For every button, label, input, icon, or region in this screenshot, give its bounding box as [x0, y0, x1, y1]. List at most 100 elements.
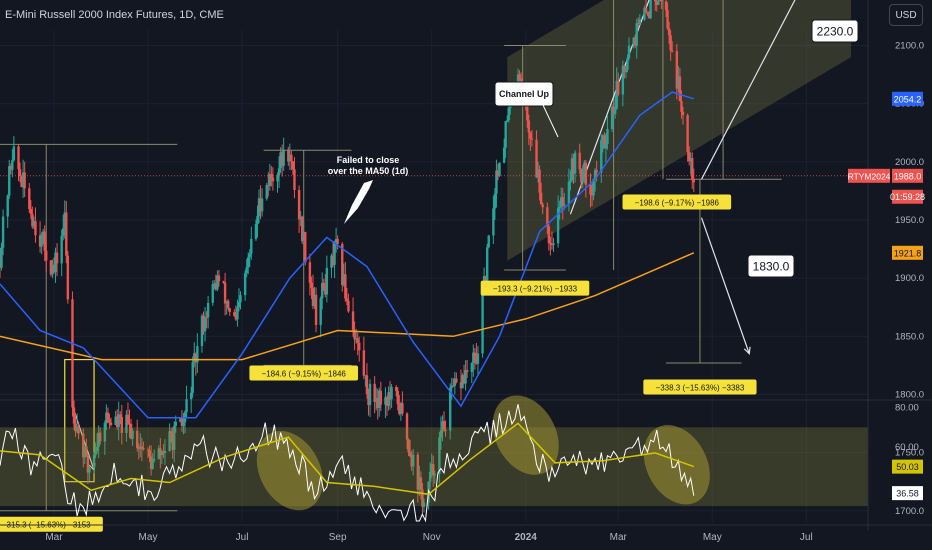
candle-body	[633, 37, 637, 46]
symbol-tag: RTYM2024	[848, 171, 891, 181]
candle-body	[43, 231, 46, 251]
price-tag: 01:59:28	[890, 192, 925, 202]
candle-body	[302, 231, 305, 242]
candle-body	[120, 417, 123, 433]
candle-body	[277, 168, 281, 175]
candle-body	[234, 316, 238, 320]
candle-body	[0, 247, 3, 268]
candle-body	[214, 283, 218, 290]
candle-body	[114, 416, 117, 426]
candle-body	[374, 397, 378, 402]
candle-body	[304, 231, 307, 263]
candle-body	[558, 206, 561, 209]
candle-body	[28, 188, 31, 210]
target-1830-callout: 1830.0	[753, 259, 790, 273]
candle-body	[351, 311, 355, 331]
candle-body	[108, 419, 111, 423]
candle-body	[387, 392, 390, 406]
candle-body	[421, 489, 424, 507]
candle-body	[504, 121, 507, 148]
candle-body	[237, 302, 241, 308]
candle-body	[31, 213, 34, 227]
candle-body	[385, 397, 389, 406]
candle-body	[593, 170, 597, 180]
candle-body	[388, 392, 392, 400]
candle-body	[496, 170, 500, 176]
candle-body	[203, 317, 207, 332]
channel-up-callout: Channel Up	[499, 89, 550, 99]
candle-body	[257, 198, 261, 217]
rsi-tag-bg	[892, 459, 923, 474]
candle-body	[373, 383, 376, 402]
price-tick-label: 1850.0	[895, 331, 924, 342]
candle-body	[530, 138, 534, 140]
candle-body	[624, 69, 628, 73]
candle-body	[452, 385, 455, 387]
rsi-band	[0, 427, 868, 507]
candle-body	[643, 7, 646, 20]
measure-label-6-bg	[622, 194, 732, 210]
candle-body	[362, 350, 366, 376]
candle-body	[254, 224, 258, 239]
candle-body	[32, 221, 36, 227]
candle-body	[539, 192, 543, 205]
candle-body	[1, 216, 5, 248]
candle-body	[62, 228, 65, 236]
rsi-line	[0, 404, 695, 523]
time-tick-label: May	[139, 532, 158, 543]
candle-body	[604, 144, 608, 149]
candle-body	[334, 238, 338, 242]
candle-body	[310, 282, 313, 289]
candle-body	[60, 235, 63, 264]
moving-averages	[0, 91, 868, 419]
candle-body	[128, 423, 131, 425]
candle-body	[333, 241, 336, 265]
candle-body	[265, 185, 268, 199]
price-tick-label: 2100.0	[895, 41, 924, 52]
candle-body	[157, 448, 160, 459]
candle-body	[92, 455, 96, 469]
candle-body	[610, 106, 614, 129]
candle-body	[288, 154, 292, 162]
candle-body	[559, 197, 563, 207]
failed-close-arrow	[344, 180, 373, 224]
candle-body	[256, 216, 259, 225]
candle-body	[461, 375, 464, 389]
candle-body	[438, 437, 441, 475]
candle-body	[657, 0, 660, 5]
candle-body	[189, 392, 193, 400]
candle-body	[580, 169, 583, 182]
candle-body	[464, 370, 467, 384]
candle-body	[430, 463, 433, 472]
candle-body	[589, 184, 592, 195]
candle-body	[649, 0, 652, 19]
candle-body	[686, 115, 689, 153]
candle-body	[322, 282, 325, 288]
candle-body	[330, 255, 333, 268]
candle-body	[578, 152, 581, 170]
candle-body	[226, 300, 230, 309]
candle-body	[173, 426, 176, 450]
price-tag: 1921.8	[894, 248, 922, 258]
currency-button[interactable]: USD	[889, 4, 923, 26]
candle-body	[433, 474, 436, 476]
target-2230-callout-box	[811, 19, 859, 43]
candle-body	[692, 179, 695, 183]
target-1830-callout-box	[747, 254, 795, 278]
candle-body	[617, 81, 620, 95]
candle-body	[347, 300, 350, 312]
symbol-tag-bg	[848, 168, 890, 183]
candle-body	[193, 353, 196, 363]
candle-body	[313, 294, 316, 306]
candle-body	[131, 430, 134, 439]
candle-body	[279, 152, 282, 169]
price-tick-label: 1900.0	[895, 273, 924, 284]
projection-arrow	[700, 0, 796, 180]
candle-body	[573, 152, 577, 174]
candle-body	[365, 375, 369, 394]
candle-body	[290, 154, 293, 162]
candle-body	[139, 446, 142, 450]
candle-body	[563, 204, 566, 206]
candle-body	[439, 430, 443, 438]
